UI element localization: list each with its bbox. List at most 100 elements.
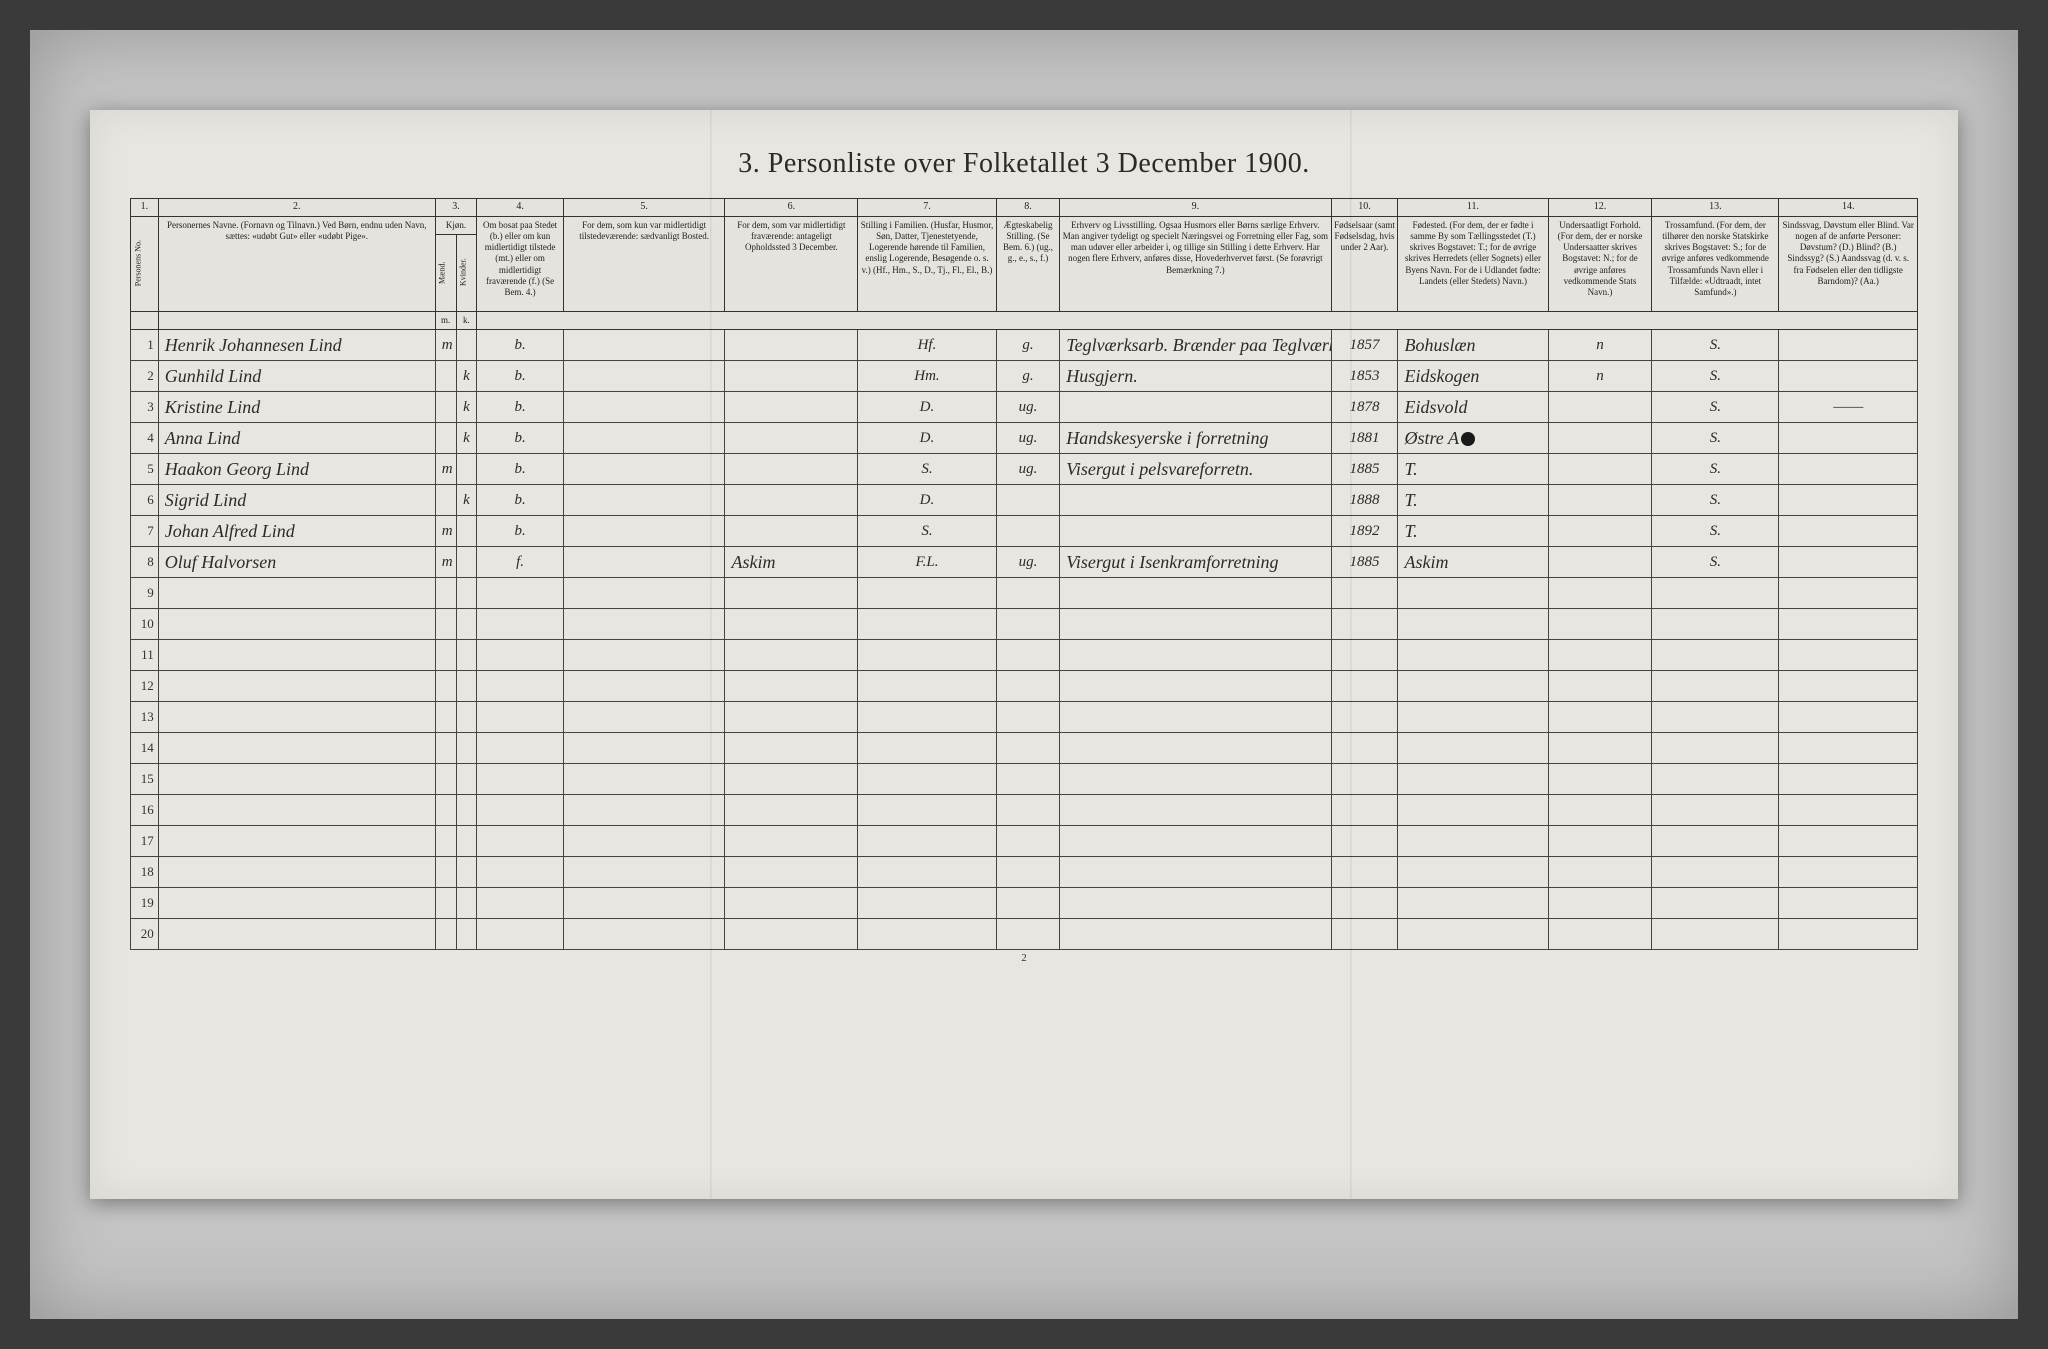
cell-faith: S. <box>1652 454 1779 485</box>
cell-birthplace <box>1398 671 1548 702</box>
cell-birthyear: 1853 <box>1331 361 1398 392</box>
cell-name <box>158 919 435 950</box>
cell-birthyear: 1857 <box>1331 330 1398 361</box>
cell-sex-m <box>435 919 456 950</box>
cell-name: Kristine Lind <box>158 392 435 423</box>
cell-temp-location <box>725 919 858 950</box>
cell-marital: g. <box>996 361 1059 392</box>
cell-faith: S. <box>1652 361 1779 392</box>
cell-family-position <box>858 671 997 702</box>
cell-temp-location <box>725 516 858 547</box>
scan-frame: 3. Personliste over Folketallet 3 Decemb… <box>30 30 2018 1319</box>
header-m: m. <box>435 311 456 329</box>
cell-birthyear <box>1331 578 1398 609</box>
cell-person-no: 17 <box>131 826 159 857</box>
ink-blot <box>1461 432 1475 446</box>
cell-marital: ug. <box>996 454 1059 485</box>
cell-marital <box>996 919 1059 950</box>
cell-sex-m <box>435 423 456 454</box>
table-row: 14 <box>131 733 1918 764</box>
cell-temp-location <box>725 392 858 423</box>
colnum-11: 11. <box>1398 199 1548 217</box>
cell-birthplace: Eidskogen <box>1398 361 1548 392</box>
cell-usual-residence <box>563 516 725 547</box>
cell-person-no: 7 <box>131 516 159 547</box>
cell-birthyear <box>1331 795 1398 826</box>
cell-disability <box>1779 330 1918 361</box>
cell-birthplace: T. <box>1398 454 1548 485</box>
cell-disability <box>1779 423 1918 454</box>
cell-person-no: 20 <box>131 919 159 950</box>
cell-family-position <box>858 888 997 919</box>
cell-family-position: D. <box>858 485 997 516</box>
page-title: 3. Personliste over Folketallet 3 Decemb… <box>130 148 1918 180</box>
cell-sex-m: m <box>435 454 456 485</box>
cell-birthyear <box>1331 888 1398 919</box>
table-row: 2Gunhild Lindkb.Hm.g.Husgjern.1853Eidsko… <box>131 361 1918 392</box>
cell-faith <box>1652 640 1779 671</box>
cell-family-position <box>858 764 997 795</box>
cell-sex-k <box>456 919 477 950</box>
cell-occupation <box>1060 795 1331 826</box>
header-faith: Trossamfund. (For dem, der tilhører den … <box>1652 216 1779 311</box>
cell-occupation <box>1060 919 1331 950</box>
cell-temp-location <box>725 888 858 919</box>
cell-temp-location <box>725 578 858 609</box>
cell-family-position <box>858 640 997 671</box>
cell-residence <box>477 609 564 640</box>
cell-sex-m <box>435 795 456 826</box>
blank-rest <box>477 311 1918 329</box>
cell-residence <box>477 826 564 857</box>
cell-occupation <box>1060 733 1331 764</box>
cell-marital: ug. <box>996 423 1059 454</box>
table-row: 20 <box>131 919 1918 950</box>
cell-usual-residence <box>563 888 725 919</box>
cell-birthplace: T. <box>1398 516 1548 547</box>
cell-sex-k: k <box>456 361 477 392</box>
cell-residence: b. <box>477 516 564 547</box>
cell-family-position <box>858 702 997 733</box>
cell-birthyear <box>1331 609 1398 640</box>
cell-disability <box>1779 485 1918 516</box>
cell-disability <box>1779 857 1918 888</box>
cell-birthyear <box>1331 733 1398 764</box>
cell-usual-residence <box>563 857 725 888</box>
cell-nationality <box>1548 733 1652 764</box>
cell-family-position: S. <box>858 516 997 547</box>
cell-usual-residence <box>563 826 725 857</box>
cell-person-no: 11 <box>131 640 159 671</box>
cell-faith: S. <box>1652 330 1779 361</box>
cell-name: Haakon Georg Lind <box>158 454 435 485</box>
cell-temp-location <box>725 361 858 392</box>
cell-birthplace <box>1398 919 1548 950</box>
cell-disability <box>1779 919 1918 950</box>
cell-faith <box>1652 826 1779 857</box>
cell-usual-residence <box>563 609 725 640</box>
cell-usual-residence <box>563 764 725 795</box>
blank-1 <box>131 311 159 329</box>
cell-birthplace: Bohuslæn <box>1398 330 1548 361</box>
cell-family-position <box>858 733 997 764</box>
colnum-2: 2. <box>158 199 435 217</box>
cell-occupation: Visergut i Isenkramforretning <box>1060 547 1331 578</box>
cell-sex-m <box>435 888 456 919</box>
table-row: 19 <box>131 888 1918 919</box>
cell-temp-location <box>725 330 858 361</box>
cell-faith: S. <box>1652 423 1779 454</box>
cell-disability <box>1779 888 1918 919</box>
colnum-8: 8. <box>996 199 1059 217</box>
cell-temp-location <box>725 485 858 516</box>
cell-nationality <box>1548 454 1652 485</box>
cell-birthyear: 1888 <box>1331 485 1398 516</box>
cell-sex-m <box>435 702 456 733</box>
cell-marital <box>996 485 1059 516</box>
cell-marital <box>996 671 1059 702</box>
table-header: 1. 2. 3. 4. 5. 6. 7. 8. 9. 10. 11. 12. 1… <box>131 199 1918 330</box>
cell-faith <box>1652 857 1779 888</box>
cell-sex-k <box>456 671 477 702</box>
cell-usual-residence <box>563 795 725 826</box>
table-row: 5Haakon Georg Lindmb.S.ug.Visergut i pel… <box>131 454 1918 485</box>
cell-name <box>158 671 435 702</box>
cell-name <box>158 826 435 857</box>
cell-occupation <box>1060 640 1331 671</box>
